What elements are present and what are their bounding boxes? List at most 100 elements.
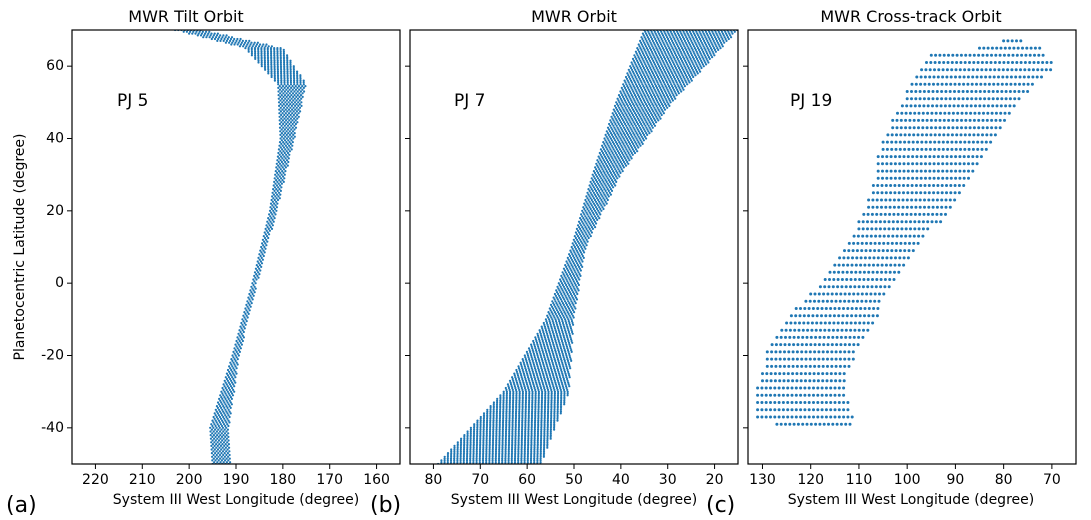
data-point <box>296 74 299 77</box>
data-point <box>241 323 244 326</box>
data-point <box>292 103 295 106</box>
data-point <box>498 434 501 437</box>
data-point <box>446 453 449 457</box>
data-point <box>606 142 609 145</box>
data-point <box>714 43 717 46</box>
data-point <box>659 117 662 120</box>
data-point <box>569 316 572 319</box>
panel-a-points <box>174 30 307 464</box>
data-point <box>585 211 588 214</box>
data-point <box>292 75 296 79</box>
data-point <box>693 65 696 68</box>
data-point <box>573 305 576 308</box>
data-point <box>623 86 627 89</box>
data-point <box>615 135 618 138</box>
data-point <box>553 408 556 411</box>
data-point <box>284 104 287 107</box>
data-point <box>548 320 551 323</box>
data-point <box>546 376 549 379</box>
data-point <box>517 423 521 426</box>
data-point <box>543 439 546 442</box>
data-point <box>545 350 548 353</box>
data-point <box>218 403 221 406</box>
data-point <box>528 390 531 393</box>
data-point <box>453 457 456 460</box>
data-point <box>219 405 222 408</box>
data-point <box>647 37 650 41</box>
data-point <box>269 206 272 209</box>
data-point <box>837 401 841 404</box>
data-point <box>621 141 624 144</box>
data-point <box>291 141 294 144</box>
data-point <box>648 132 651 135</box>
data-point <box>226 390 229 393</box>
data-point <box>495 435 498 438</box>
data-point <box>277 170 281 173</box>
data-point <box>222 399 225 402</box>
data-point <box>578 226 581 229</box>
data-point <box>591 184 594 187</box>
data-point <box>660 90 664 93</box>
data-point <box>559 376 562 379</box>
data-point <box>264 45 267 48</box>
data-point <box>669 56 672 59</box>
data-point <box>524 397 528 400</box>
data-point <box>517 428 521 431</box>
data-point <box>518 396 521 399</box>
data-point <box>256 269 259 272</box>
data-point <box>842 408 846 412</box>
data-point <box>279 66 283 70</box>
data-point <box>279 52 282 55</box>
data-point <box>485 452 488 455</box>
data-point <box>475 446 478 449</box>
data-point <box>546 419 550 422</box>
data-point <box>619 90 622 93</box>
data-point <box>530 434 533 437</box>
data-point <box>225 437 228 440</box>
data-point <box>466 437 469 440</box>
data-point <box>489 426 492 429</box>
data-point <box>510 383 513 386</box>
data-point <box>229 385 233 388</box>
data-point <box>206 34 209 37</box>
data-point <box>235 39 238 43</box>
data-point <box>244 41 247 44</box>
data-point <box>631 88 634 91</box>
data-point <box>518 414 521 417</box>
data-point <box>532 352 536 355</box>
data-point <box>280 173 283 176</box>
data-point <box>561 385 565 388</box>
data-point <box>279 133 282 136</box>
data-point <box>638 95 641 98</box>
data-point <box>285 85 288 88</box>
data-point <box>239 347 242 350</box>
data-point <box>253 47 257 50</box>
data-point <box>665 48 669 52</box>
data-point <box>547 359 550 362</box>
data-point <box>486 410 489 413</box>
data-point <box>666 43 669 46</box>
data-point <box>511 405 515 408</box>
data-point <box>633 99 636 102</box>
data-point <box>228 405 231 408</box>
data-point <box>498 437 501 440</box>
data-point <box>662 99 665 102</box>
data-point <box>520 444 523 447</box>
data-point <box>548 372 551 375</box>
data-point <box>485 448 488 451</box>
data-point <box>288 133 292 136</box>
data-point <box>647 43 650 46</box>
data-point <box>635 108 638 111</box>
data-point <box>225 457 228 460</box>
data-point <box>680 85 683 88</box>
data-point <box>668 41 671 44</box>
data-point <box>565 334 568 337</box>
data-point <box>637 48 640 52</box>
data-point <box>653 112 656 115</box>
data-point <box>521 408 524 411</box>
data-point <box>672 36 675 39</box>
data-point <box>796 422 800 426</box>
data-point <box>466 448 469 451</box>
data-point <box>587 188 590 191</box>
data-point <box>661 92 665 95</box>
